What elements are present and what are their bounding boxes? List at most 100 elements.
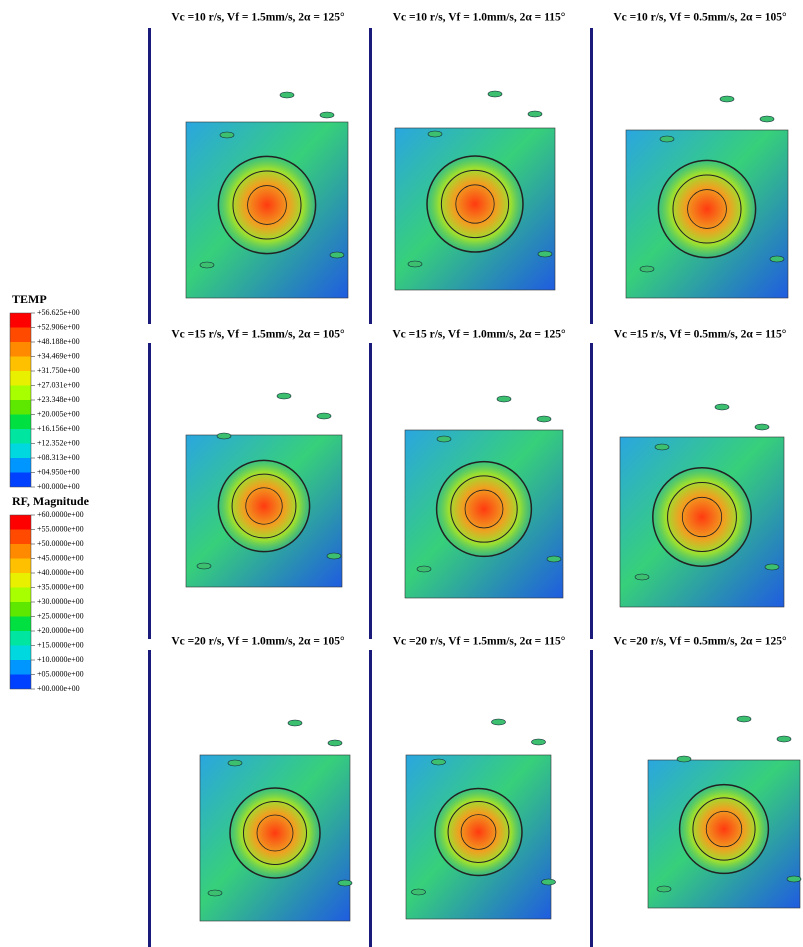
hole-ring [455,184,495,224]
hole-ring [245,487,283,525]
chip [769,255,785,263]
panel-label: Vc =20 r/s, Vf = 0.5mm/s, 2α = 125° [613,636,787,648]
panel-label: Vc =10 r/s, Vf = 0.5mm/s, 2α = 105° [613,12,787,24]
chip [541,878,556,886]
legend-label: +00.000e+00 [37,684,80,693]
legend-label: +35.0000e+00 [37,582,84,591]
chip [407,260,423,268]
legend-swatch [10,342,31,357]
legend-label: +40.0000e+00 [37,568,84,577]
legend-swatch [10,573,31,588]
panel-label: Vc =10 r/s, Vf = 1.0mm/s, 2α = 115° [393,12,566,24]
chip [736,715,752,723]
legend-label: +15.0000e+00 [37,640,84,649]
panel-divider [148,28,151,324]
legend-swatch [10,429,31,444]
legend-label: +00.000e+00 [37,482,80,491]
legend-swatch [10,313,31,328]
legend-swatch [10,529,31,544]
legend-swatch [10,356,31,371]
hole-ring [231,473,297,539]
legend-label: +16.156e+00 [37,424,80,433]
legend-label: +12.352e+00 [37,438,80,447]
chip [276,392,292,400]
chip [764,563,780,571]
chip [536,415,552,423]
legend-label: +45.0000e+00 [37,553,84,562]
chip [759,115,775,123]
chip [196,562,212,570]
legend-label: +20.0000e+00 [37,626,84,635]
chip [199,261,215,269]
legend-swatch [10,616,31,631]
chip [546,555,562,563]
panel-label: Vc =10 r/s, Vf = 1.5mm/s, 2α = 125° [171,12,345,24]
hole-ring [705,810,743,848]
legend-label: +20.005e+00 [37,409,80,418]
hole-ring [247,185,287,225]
legend-swatch [10,587,31,602]
panel-divider [369,343,372,639]
chip [207,889,223,897]
legend-label: +50.0000e+00 [37,539,84,548]
hole-ring [450,475,518,543]
legend-swatch [10,385,31,400]
chip [496,395,512,403]
chip [436,435,452,443]
legend-label: +04.950e+00 [37,467,80,476]
chip [537,250,553,258]
legend-label: +10.0000e+00 [37,655,84,664]
chip [487,90,503,98]
hole-ring [464,489,504,529]
chip [216,432,232,440]
chip [327,739,343,747]
hole-ring [256,814,294,852]
chip [527,110,543,118]
chip [316,412,332,420]
chip [491,718,506,726]
hole-ring [460,814,497,850]
legend-label: +08.313e+00 [37,453,80,462]
chip [411,888,426,896]
chip [654,443,670,451]
legend-swatch [10,558,31,573]
panel-divider [590,28,593,324]
legend-swatch [10,544,31,559]
chip [431,758,446,766]
legend-swatch [10,400,31,415]
legend-label: +60.0000e+00 [37,510,84,519]
legend-label: +48.188e+00 [37,337,80,346]
hole-ring [232,170,302,240]
chip [634,573,650,581]
legend-swatch [10,414,31,429]
chip [279,91,295,99]
legend-swatch [10,443,31,458]
chip [714,403,730,411]
panel-divider [590,343,593,639]
legend-label: +34.469e+00 [37,351,80,360]
chip [754,423,770,431]
legend-swatch [10,371,31,386]
panel-divider [369,28,372,324]
chip [659,135,675,143]
chip [329,251,345,259]
legend-swatch [10,327,31,342]
hole-ring [243,801,307,865]
legend-label: +30.0000e+00 [37,597,84,606]
panel-divider [590,650,593,947]
chip [531,738,546,746]
panel-label: Vc =15 r/s, Vf = 0.5mm/s, 2α = 115° [614,329,787,341]
panel-label: Vc =15 r/s, Vf = 1.0mm/s, 2α = 125° [392,329,566,341]
legend-label: +05.0000e+00 [37,669,84,678]
chip [337,879,353,887]
hole-ring [687,189,727,229]
legend-swatch [10,674,31,689]
chip [719,95,735,103]
legend-label: +27.031e+00 [37,380,80,389]
legend-swatch [10,458,31,473]
legend-label: +31.750e+00 [37,366,80,375]
panel-label: Vc =20 r/s, Vf = 1.5mm/s, 2α = 115° [393,636,566,648]
chip [639,265,655,273]
panel-divider [148,650,151,947]
